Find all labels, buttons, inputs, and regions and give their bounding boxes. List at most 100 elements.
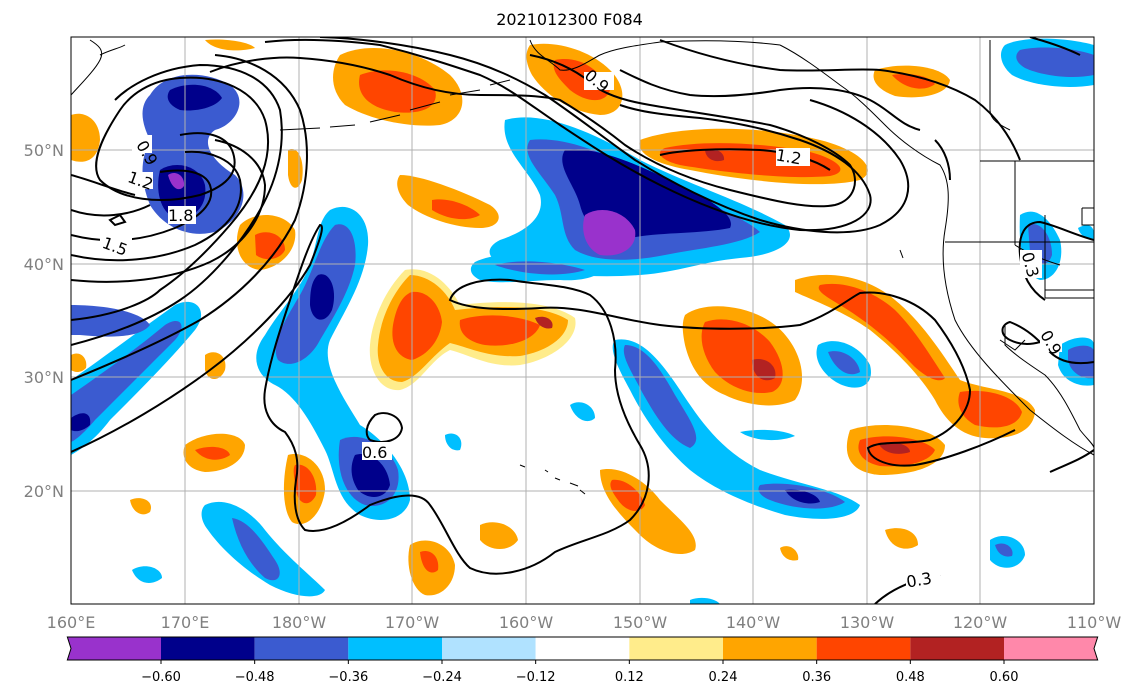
negative-anomaly-region (623, 345, 697, 448)
strong-positive-anomaly-region (459, 315, 540, 346)
negative-anomaly-region (232, 518, 280, 581)
strong-positive-anomaly-region (818, 283, 945, 381)
colorbar-tick-label: −0.36 (328, 670, 368, 685)
strong-negative-anomaly-region (351, 454, 390, 497)
colorbar-segment (348, 637, 442, 660)
colorbar-segment (816, 637, 911, 660)
colorbar-segment (629, 637, 723, 660)
contour-line (1029, 37, 1081, 56)
contour-line (365, 412, 404, 443)
strong-negative-anomaly-region (785, 489, 820, 504)
strong-positive-anomaly-region (610, 479, 645, 512)
lon-label: 120°W (953, 613, 1008, 632)
strong-positive-anomaly-region (420, 550, 439, 573)
very-strong-positive-anomaly-region (752, 359, 776, 381)
colorbar-segment (723, 637, 817, 660)
strong-negative-anomaly-region (71, 413, 91, 432)
contour-line (71, 63, 283, 346)
negative-anomaly-region (445, 433, 462, 451)
contour-line (319, 37, 910, 234)
contour-label: 1.2 (775, 145, 803, 168)
very-strong-positive-anomaly-region (878, 442, 910, 454)
strong-negative-anomaly-region (167, 84, 222, 111)
colorbar-tick-label: 0.24 (709, 670, 738, 685)
colorbar-tick-label: −0.48 (235, 670, 275, 685)
colorbar-tick-label: −0.24 (422, 670, 462, 685)
colorbar-tick-label: 0.36 (802, 670, 831, 685)
strong-negative-anomaly-region (310, 274, 335, 320)
contour-line (264, 38, 872, 232)
positive-anomaly-region (885, 528, 918, 549)
positive-anomaly-region (780, 546, 799, 561)
lat-label: 20°N (24, 482, 64, 501)
lon-label: 110°W (1067, 613, 1122, 632)
colorbar-tick-label: 0.48 (896, 670, 925, 685)
extreme-negative-anomaly-region (168, 173, 185, 190)
strong-positive-anomaly-region (195, 446, 230, 460)
colorbar-segment (535, 637, 630, 660)
contour-label: 0.3 (905, 568, 933, 591)
positive-anomaly-region (480, 522, 518, 549)
contour-line (1001, 320, 1094, 365)
strong-positive-anomaly-region (892, 74, 935, 89)
colorbar-tick-label: −0.12 (516, 670, 556, 685)
map-title: 2021012300 F084 (496, 10, 643, 29)
colorbar-segment (442, 637, 536, 660)
map-frame (70, 36, 1095, 605)
very-strong-positive-anomaly-region (535, 316, 553, 329)
negative-anomaly-region (828, 351, 860, 375)
strong-positive-anomaly-region (392, 291, 442, 360)
contour-line (71, 76, 270, 321)
positive-anomaly-region (71, 353, 87, 372)
colorbar-segment (67, 637, 161, 660)
negative-anomaly-region (1078, 225, 1094, 240)
contour-line (1018, 220, 1094, 301)
longitude-labels: 160°E 170°E 180°W 170°W 160°W 150°W 140°… (47, 613, 1122, 632)
colorbar-segment (910, 637, 1004, 660)
lat-label: 30°N (24, 368, 64, 387)
coastlines (71, 39, 1094, 495)
contour-line (71, 139, 267, 283)
lon-label: 170°E (161, 613, 210, 632)
strong-positive-anomaly-region (359, 70, 436, 113)
graticule (71, 37, 1094, 604)
extreme-negative-anomaly-region (583, 210, 636, 256)
negative-anomaly-region (690, 597, 720, 604)
colorbar-tick-label: 0.12 (615, 670, 644, 685)
negative-anomaly-region (71, 305, 150, 337)
lat-label: 50°N (24, 141, 64, 160)
latitude-labels: 50°N 40°N 30°N 20°N (24, 141, 64, 501)
lon-label: 130°W (840, 613, 895, 632)
colorbar-tick-label: −0.60 (141, 670, 181, 685)
contour-line (934, 139, 951, 181)
negative-anomaly-region (740, 429, 795, 441)
positive-anomaly-region (130, 498, 151, 515)
lon-label: 160°W (499, 613, 554, 632)
contour-line (659, 148, 831, 171)
contour-line (1049, 449, 1094, 473)
negative-anomaly-region (495, 261, 585, 275)
negative-anomaly-region (995, 543, 1013, 557)
negative-anomaly-region (1016, 47, 1094, 78)
negative-anomaly-region (570, 402, 595, 422)
strong-positive-anomaly-region (255, 232, 285, 260)
contour-line (659, 39, 1021, 161)
colorbar-segment (1004, 637, 1098, 660)
lon-label: 180°W (272, 613, 327, 632)
lon-label: 150°W (613, 613, 668, 632)
colorbar: −0.60 −0.48 −0.36 −0.24 −0.12 0.12 0.24 0.36 0.4… (66, 636, 1099, 685)
negative-anomaly-region (71, 320, 182, 442)
contour-line (71, 54, 308, 381)
contour-line (619, 69, 921, 131)
negative-anomaly-region (132, 566, 162, 583)
colorbar-tick-label: 0.60 (990, 670, 1019, 685)
negative-anomaly-region (612, 339, 860, 519)
strong-positive-anomaly-region (958, 390, 1022, 428)
contour-line (71, 204, 151, 217)
contour-line (209, 54, 856, 208)
contour-label: 1.8 (168, 206, 193, 225)
lon-label: 160°E (47, 613, 96, 632)
contour-lines (71, 37, 1094, 604)
contour-line (71, 150, 242, 262)
colorbar-outline (66, 636, 1099, 661)
